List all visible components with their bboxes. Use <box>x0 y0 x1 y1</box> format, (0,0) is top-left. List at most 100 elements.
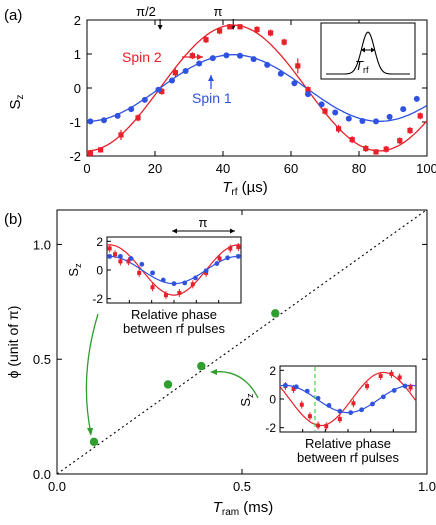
inset1-xlabel-2: between rf pulses <box>123 321 225 336</box>
plot-a-points <box>87 24 423 157</box>
a-ytick-label: 2 <box>74 13 81 28</box>
plot-a-ticks: 0 20 40 60 80 100 2 1 0 -1 -2 <box>69 13 436 176</box>
inset-point-blue <box>225 255 231 261</box>
data-point-spin1 <box>359 117 366 124</box>
inset-point-red <box>107 246 112 251</box>
inset-point-blue <box>235 253 241 259</box>
plot-b-ticks: 0.0 0.5 1.0 0.0 0.5 1.0 <box>33 210 436 494</box>
inset-point-red <box>217 256 222 261</box>
data-point-spin1 <box>413 95 420 102</box>
inset-point-red <box>307 414 312 419</box>
data-point-spin2 <box>373 149 379 155</box>
inset-point-red <box>337 417 342 422</box>
pulse-width-label: Trf <box>355 58 369 75</box>
a-ytick-label: 1 <box>74 47 81 62</box>
data-point-spin1 <box>101 117 107 124</box>
inset-point-red <box>177 290 182 295</box>
data-point-spin2 <box>87 150 93 156</box>
a-ytick-label: -2 <box>69 149 81 164</box>
data-point-spin2 <box>217 28 223 34</box>
inset-point-red <box>118 259 123 264</box>
b-xtick-label: 1.0 <box>418 479 436 494</box>
inset-point-red <box>351 401 356 406</box>
inset-point-red <box>299 402 304 407</box>
inset-point-blue <box>359 407 364 413</box>
data-point-spin2 <box>397 138 403 144</box>
inset-point-red <box>190 282 195 287</box>
data-point-spin1 <box>277 70 284 77</box>
inset2-plot: 2 0 -2 <box>265 364 417 435</box>
a-ytick-label: 0 <box>74 81 81 96</box>
b-ytick-label: 1.0 <box>33 237 51 252</box>
plot-b-points <box>89 309 280 447</box>
phase-point <box>89 437 99 447</box>
data-point-spin1 <box>155 86 162 93</box>
inset-fit-red <box>106 244 242 296</box>
series-label-spin2: Spin 2 <box>122 49 162 65</box>
data-point-spin1 <box>87 118 94 125</box>
inset-point-red <box>397 375 402 380</box>
data-point-spin2 <box>227 24 233 30</box>
inset-point-blue <box>203 268 209 274</box>
data-point-spin1 <box>182 68 189 74</box>
data-point-spin1 <box>386 113 393 120</box>
inset-point-red <box>316 423 321 428</box>
data-point-spin1 <box>332 109 339 116</box>
inset-point-blue <box>107 253 113 259</box>
data-point-spin2 <box>417 113 423 119</box>
inset2-frame <box>279 365 417 433</box>
inset-point-blue <box>348 410 354 416</box>
panel-label-b: (b) <box>4 211 22 228</box>
data-point-spin2 <box>172 70 178 76</box>
inset-point-red <box>408 385 413 390</box>
inset-ytick-label: -2 <box>265 421 276 435</box>
marker-label-pi: π <box>214 4 223 19</box>
a-ytick-label: -1 <box>69 115 81 130</box>
inset-point-red <box>236 245 241 250</box>
a-xtick-label: 80 <box>352 161 366 176</box>
data-point-spin1 <box>169 77 175 84</box>
arrow-inset1-to-point <box>85 313 99 435</box>
plot-b-xlabel: Tram (ms) <box>213 499 274 518</box>
inset-point-red <box>365 384 370 389</box>
data-point-spin2 <box>189 53 195 59</box>
reference-line <box>56 209 428 475</box>
inset-point-red <box>150 285 155 290</box>
inset-point-blue <box>118 253 123 259</box>
inset1-ylabel: Sz <box>66 263 83 277</box>
data-point-spin2 <box>322 108 328 114</box>
data-point-spin1 <box>196 60 203 67</box>
data-point-spin1 <box>223 52 230 59</box>
inset-ytick-label: -2 <box>92 292 103 306</box>
inset-point-blue <box>402 383 408 389</box>
pulse-inset-frame <box>320 22 416 80</box>
data-point-spin2 <box>98 147 104 153</box>
b-xtick-label: 0.0 <box>48 479 66 494</box>
marker-label-pi-half: π/2 <box>136 4 156 19</box>
plot-a-ylabel: Sz <box>7 94 26 109</box>
spin1-arrowhead <box>208 75 214 81</box>
data-point-spin1 <box>237 52 243 59</box>
inset-point-red <box>137 270 142 275</box>
inset-point-blue <box>214 261 220 266</box>
b-ytick-label: 0.0 <box>33 467 51 482</box>
phase-point <box>271 309 280 318</box>
inset-ytick-label: 0 <box>269 393 276 407</box>
inset-point-blue <box>283 382 288 388</box>
data-point-spin2 <box>203 37 209 43</box>
data-point-spin1 <box>264 61 271 68</box>
data-point-spin1 <box>291 80 298 87</box>
inset-point-blue <box>391 387 397 393</box>
data-point-spin2 <box>135 115 141 121</box>
inset-point-blue <box>337 408 343 414</box>
inset-point-blue <box>182 280 188 286</box>
a-xtick-label: 40 <box>216 161 230 176</box>
data-point-spin2 <box>254 26 260 33</box>
plot-a-xlabel: Trf (µs) <box>222 179 268 198</box>
inset1-pi-arrowhead-right <box>230 228 235 234</box>
inset-point-blue <box>304 388 310 394</box>
a-xtick-label: 100 <box>416 161 436 176</box>
inset-point-blue <box>293 384 299 390</box>
arrow-inset2-to-point <box>213 371 259 399</box>
inset-point-blue <box>370 401 375 407</box>
